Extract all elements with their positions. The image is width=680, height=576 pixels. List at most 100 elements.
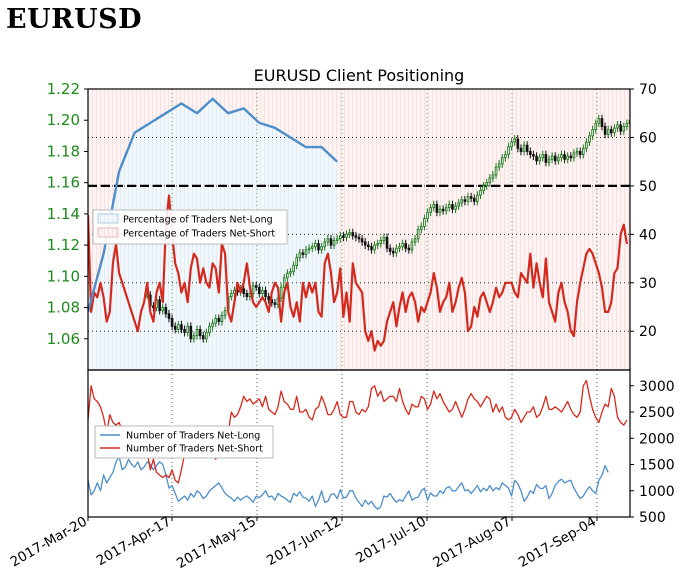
candle-body-38 <box>264 289 267 298</box>
page-heading: EURUSD <box>6 4 143 35</box>
candle-body-20 <box>208 325 211 333</box>
candle-body-78 <box>388 247 392 252</box>
candle-body-66 <box>351 232 355 237</box>
left-tick-label-1.16: 1.16 <box>47 174 80 192</box>
candle-body-116 <box>507 146 510 156</box>
candle-body-70 <box>363 241 367 246</box>
candle-body-95 <box>441 208 445 212</box>
candle-body-130 <box>550 155 554 160</box>
candle-body-118 <box>513 138 517 143</box>
candle-body-43 <box>279 286 283 299</box>
candle-body-77 <box>385 236 389 249</box>
x-tick-label-1: 2017-Apr-17 <box>94 514 174 570</box>
candle-body-106 <box>476 194 479 202</box>
candle-body-94 <box>438 208 442 213</box>
candle-body-56 <box>320 246 323 251</box>
candle-body-39 <box>267 296 270 301</box>
right-tick-label-60: 60 <box>639 130 657 146</box>
candle-body-22 <box>214 318 218 324</box>
candle-body-145 <box>597 118 601 124</box>
candle-body-93 <box>435 204 439 213</box>
bottom-legend-box <box>94 425 274 459</box>
candle-body-149 <box>610 129 613 134</box>
candle-body-79 <box>391 250 395 254</box>
candle-body-156 <box>632 112 634 120</box>
candle-body-7 <box>167 313 171 319</box>
candle-body-142 <box>588 135 591 143</box>
candle-body-62 <box>339 235 342 240</box>
candle-body-105 <box>472 197 476 202</box>
top-legend-swatch-0 <box>97 213 119 224</box>
candle-body-100 <box>457 202 460 207</box>
left-tick-label-1.22: 1.22 <box>47 80 80 98</box>
candle-body-11 <box>180 324 183 330</box>
bottom-right-tick-label-500: 500 <box>639 510 666 526</box>
candle-body-111 <box>491 174 495 179</box>
candle-body-76 <box>382 236 386 241</box>
candle-body-50 <box>301 252 305 255</box>
candle-body-59 <box>329 238 333 246</box>
candle-body-146 <box>600 118 604 127</box>
candle-body-140 <box>581 147 585 156</box>
candle-body-128 <box>544 154 548 163</box>
candle-body-83 <box>404 243 408 249</box>
candle-body-53 <box>310 246 314 249</box>
right-tick-label-70: 70 <box>639 82 657 98</box>
left-tick-label-1.18: 1.18 <box>47 142 80 160</box>
candle-body-125 <box>535 155 538 162</box>
candle-body-24 <box>220 314 224 323</box>
x-tick-label-4: 2017-Jul-10 <box>353 514 429 567</box>
price-candles <box>145 112 640 343</box>
x-tick-label-3: 2017-Jun-12 <box>264 514 344 569</box>
candle-body-55 <box>317 243 320 251</box>
candle-body-126 <box>538 157 541 162</box>
candle-body-141 <box>585 141 588 149</box>
candle-body-96 <box>444 207 448 212</box>
left-tick-label-1.12: 1.12 <box>47 236 80 254</box>
candle-body-151 <box>616 124 619 129</box>
bottom-right-tick-label-3000: 3000 <box>639 379 675 395</box>
bottom-legend: Number of Traders Net-Long Number of Trad… <box>94 425 274 459</box>
top-panel-title: EURUSD Client Positioning <box>254 66 465 85</box>
candle-body-82 <box>401 243 404 248</box>
candle-body-52 <box>307 247 311 251</box>
x-tick-label-5: 2017-Aug-07 <box>430 514 514 572</box>
candle-body-19 <box>205 332 208 340</box>
candle-body-158 <box>638 116 640 124</box>
candle-body-87 <box>416 229 420 240</box>
bottom-right-tick-label-2500: 2500 <box>639 405 675 421</box>
candle-body-137 <box>572 152 576 159</box>
series-net-long-count <box>88 455 609 510</box>
candle-body-46 <box>289 271 292 274</box>
candle-body-123 <box>529 150 532 156</box>
candle-body-80 <box>395 247 398 254</box>
candle-body-34 <box>251 285 255 294</box>
candle-body-10 <box>177 324 180 330</box>
candle-body-110 <box>488 177 492 184</box>
x-tick-label-6: 2017-Sep-04 <box>516 514 599 571</box>
candle-body-4 <box>158 299 161 312</box>
candle-body-91 <box>429 207 432 213</box>
candle-body-120 <box>519 147 523 152</box>
x-axis: 2017-Mar-20 2017-Apr-17 2017-May-15 2017-Ju… <box>8 514 599 572</box>
candle-body-69 <box>360 238 364 243</box>
series-net-short-pct <box>88 194 628 352</box>
left-tick-label-1.10: 1.10 <box>47 267 80 285</box>
candle-body-60 <box>332 239 336 246</box>
candle-body-114 <box>500 157 504 165</box>
left-tick-label-1.08: 1.08 <box>47 299 80 317</box>
candle-body-57 <box>323 241 327 248</box>
candle-body-138 <box>575 150 579 154</box>
candle-body-157 <box>635 112 637 115</box>
candle-body-153 <box>622 126 626 132</box>
candle-body-12 <box>183 328 186 333</box>
candle-body-65 <box>348 232 351 235</box>
candle-body-67 <box>354 235 358 238</box>
candle-body-37 <box>261 289 264 294</box>
candle-body-89 <box>423 218 426 227</box>
candle-body-148 <box>606 129 610 135</box>
candle-body-61 <box>335 238 339 241</box>
top-legend-box <box>92 209 288 245</box>
candle-body-115 <box>504 154 507 159</box>
bottom-panel: 500 1000 1500 2000 2500 3000 Number of Traders… <box>87 369 675 526</box>
